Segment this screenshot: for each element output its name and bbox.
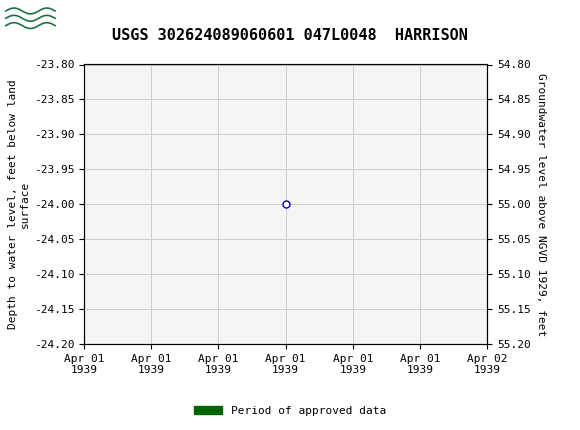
Text: ▓: ▓ (3, 6, 22, 31)
Legend: Period of approved data: Period of approved data (190, 401, 390, 420)
FancyBboxPatch shape (5, 3, 60, 33)
Text: USGS 302624089060601 047L0048  HARRISON: USGS 302624089060601 047L0048 HARRISON (112, 28, 468, 43)
Text: USGS: USGS (67, 9, 122, 27)
Bar (3, 3, 72, 34)
Text: ≋ USGS: ≋ USGS (6, 9, 82, 27)
Y-axis label: Groundwater level above NGVD 1929, feet: Groundwater level above NGVD 1929, feet (536, 73, 546, 336)
Y-axis label: Depth to water level, feet below land
surface: Depth to water level, feet below land su… (8, 80, 30, 329)
